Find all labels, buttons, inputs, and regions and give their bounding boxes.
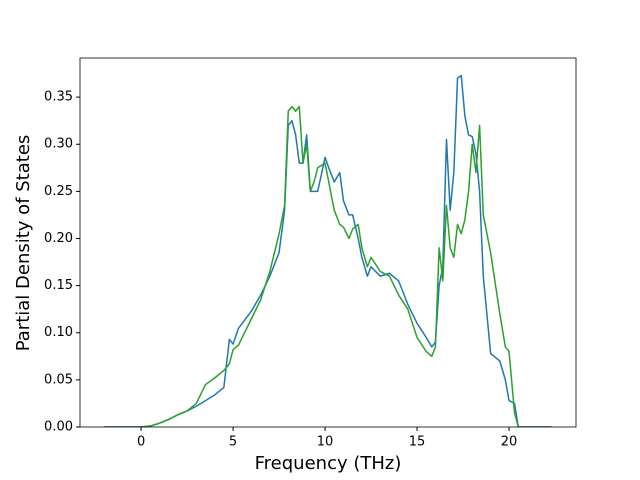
x-axis-label: Frequency (THz) bbox=[255, 453, 402, 474]
x-tick-label: 10 bbox=[317, 435, 334, 450]
line-series bbox=[104, 105, 552, 427]
y-axis-label: Partial Density of States bbox=[13, 135, 34, 352]
y-tick-label: 0.05 bbox=[44, 372, 73, 387]
y-tick-label: 0.00 bbox=[44, 420, 73, 435]
y-tick-label: 0.35 bbox=[44, 90, 73, 105]
x-tick-label: 20 bbox=[501, 435, 518, 450]
plot-frame bbox=[79, 57, 577, 428]
y-tick-label: 0.20 bbox=[44, 231, 73, 246]
y-tick-label: 0.30 bbox=[44, 137, 73, 152]
x-tick-label: 5 bbox=[229, 435, 237, 450]
x-tick-label: 0 bbox=[137, 435, 145, 450]
y-tick-label: 0.25 bbox=[44, 184, 73, 199]
y-tick-label: 0.10 bbox=[44, 325, 73, 340]
x-tick-label: 15 bbox=[409, 435, 426, 450]
line-series bbox=[104, 74, 552, 427]
y-tick-label: 0.15 bbox=[44, 278, 73, 293]
